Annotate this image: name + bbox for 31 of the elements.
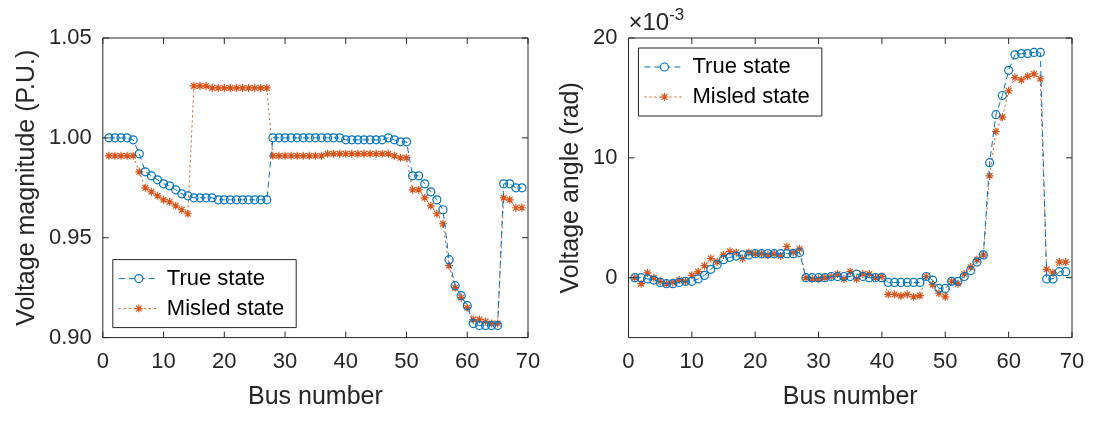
x-tick-label: 60 — [996, 347, 1021, 373]
legend-label: True state — [166, 264, 266, 290]
x-tick-label: 0 — [622, 347, 635, 373]
y-axis-title: Voltage magnitude (P.U.) — [10, 49, 39, 326]
legend-label: Misled state — [692, 83, 810, 109]
y-tick-label: 0.95 — [48, 223, 92, 249]
y-tick-label: 0 — [605, 263, 618, 289]
x-tick-label: 40 — [333, 347, 359, 373]
x-tick-label: 70 — [1059, 347, 1085, 373]
x-tick-label: 70 — [515, 347, 541, 373]
x-axis-title: Bus number — [248, 380, 383, 409]
x-tick-label: 0 — [96, 347, 109, 373]
y-tick-label: 20 — [592, 24, 618, 50]
y-tick-label: 1.05 — [48, 24, 92, 50]
x-tick-label: 40 — [869, 347, 895, 373]
legend-label: True state — [692, 53, 791, 79]
x-tick-label: 60 — [455, 347, 480, 373]
x-tick-label: 50 — [394, 347, 419, 373]
x-tick-label: 50 — [933, 347, 958, 373]
legend-label: Misled state — [166, 294, 285, 320]
x-axis-title: Bus number — [782, 380, 918, 409]
y-axis-title: Voltage angle (rad) — [554, 82, 583, 294]
x-tick-label: 20 — [742, 347, 768, 373]
y-tick-label: 1.00 — [48, 123, 92, 149]
y-tick-label: 10 — [592, 143, 618, 169]
x-tick-label: 30 — [806, 347, 831, 373]
y-tick-label: 0.90 — [48, 323, 92, 349]
x-tick-label: 10 — [151, 347, 176, 373]
x-tick-label: 10 — [679, 347, 705, 373]
x-tick-label: 20 — [212, 347, 237, 373]
x-tick-label: 30 — [272, 347, 298, 373]
